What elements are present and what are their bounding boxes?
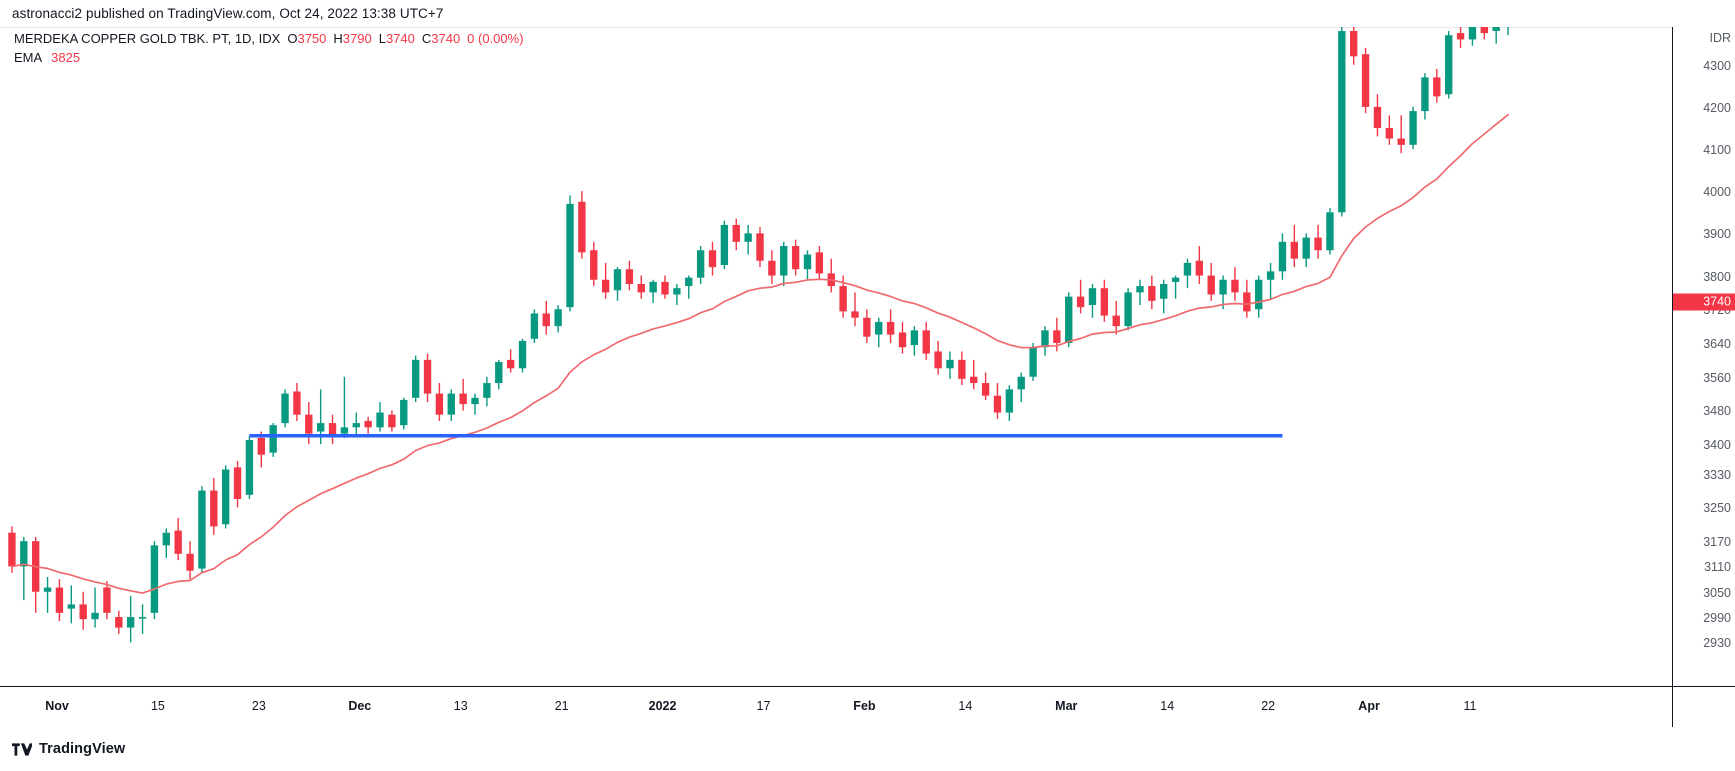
attribution-bar: astronacci2 published on TradingView.com…: [0, 0, 1735, 28]
price-tick: 4300: [1703, 58, 1731, 73]
ema-line: [11, 113, 1509, 594]
price-tick: 3900: [1703, 227, 1731, 242]
time-tick: 2022: [648, 699, 677, 713]
time-tick: 22: [1261, 699, 1276, 713]
price-tick: 3050: [1703, 585, 1731, 600]
time-tick: 17: [756, 699, 771, 713]
footer-bar: TradingView: [0, 727, 1735, 771]
price-tick: 4100: [1703, 143, 1731, 158]
candlestick-svg: [8, 27, 1509, 643]
price-tick: 2990: [1703, 611, 1731, 626]
candle-series: [8, 27, 1509, 643]
chart-plot-area[interactable]: [0, 27, 1672, 686]
time-scale[interactable]: Nov 15 23 Dec 13 21 2022 17 Feb 14 Mar 14 22 Apr 11: [0, 686, 1735, 728]
price-tick: 3800: [1703, 269, 1731, 284]
tradingview-brand-text: TradingView: [39, 741, 126, 757]
time-tick: Apr: [1358, 699, 1380, 713]
price-tick: 3170: [1703, 535, 1731, 550]
time-tick: 23: [251, 699, 266, 713]
price-tick: 4200: [1703, 100, 1731, 115]
time-tick: 14: [1160, 699, 1175, 713]
time-tick: 21: [554, 699, 569, 713]
price-scale-currency: IDR: [1709, 31, 1731, 45]
tradingview-logo: TradingView: [0, 741, 125, 757]
price-tick: 3400: [1703, 438, 1731, 453]
time-scale-separator: [1672, 687, 1673, 728]
time-tick: 13: [453, 699, 468, 713]
time-tick: 15: [150, 699, 165, 713]
price-tick: 3330: [1703, 467, 1731, 482]
time-tick: 14: [958, 699, 973, 713]
price-tick: 4000: [1703, 185, 1731, 200]
price-tick: 3480: [1703, 404, 1731, 419]
price-scale[interactable]: IDR4300420041004000390038003720364035603…: [1672, 27, 1735, 686]
time-tick: Mar: [1055, 699, 1078, 713]
tradingview-mark-icon: [12, 742, 32, 756]
time-tick: Feb: [853, 699, 876, 713]
price-tick: 3640: [1703, 337, 1731, 351]
attribution-text: astronacci2 published on TradingView.com…: [12, 6, 444, 21]
price-tick: 3250: [1703, 501, 1731, 516]
price-tick: 3110: [1704, 560, 1731, 575]
time-tick: 11: [1463, 699, 1477, 713]
time-tick: Nov: [45, 699, 69, 713]
time-tick: Dec: [348, 699, 372, 713]
price-tick: 3560: [1703, 370, 1731, 385]
current-price-label: 3740: [1673, 293, 1735, 311]
price-tick: 2930: [1703, 636, 1731, 651]
